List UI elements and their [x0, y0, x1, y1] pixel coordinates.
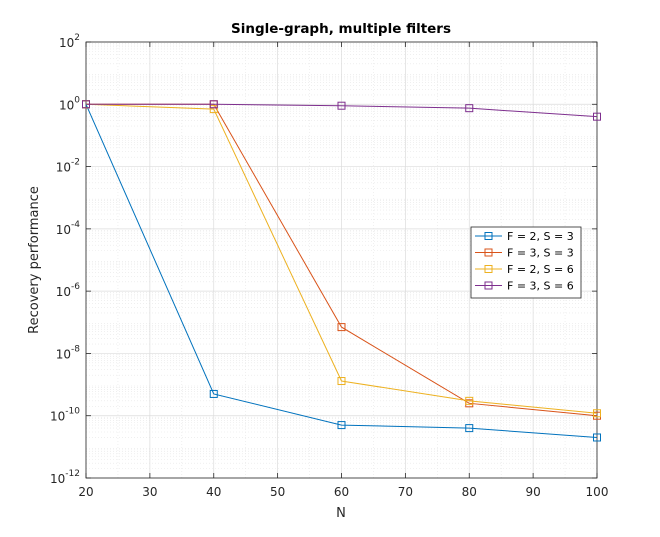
y-tick-labels: 10-12 10-10 10-8 10-6 10-4 10-2 100 102 — [50, 33, 80, 486]
y-tick-label: 10-6 — [56, 282, 81, 299]
legend-item[interactable]: F = 2, S = 6 — [475, 263, 574, 276]
legend-item[interactable]: F = 2, S = 3 — [475, 230, 574, 243]
y-tick-label: 100 — [59, 95, 80, 112]
series-layer — [82, 100, 601, 442]
data-point-marker — [337, 323, 346, 332]
y-tick-label: 10-2 — [56, 158, 80, 175]
legend-label: F = 2, S = 3 — [507, 230, 574, 243]
y-tick-label: 10-10 — [50, 407, 80, 424]
x-tick-label: 50 — [270, 485, 285, 499]
x-tick-label: 90 — [525, 485, 540, 499]
legend-marker — [484, 232, 493, 240]
x-tick-label: 100 — [586, 485, 609, 499]
series-line — [86, 103, 598, 118]
data-point-marker — [593, 112, 601, 121]
legend-marker — [484, 265, 493, 273]
data-point-marker — [465, 104, 474, 113]
legend-label: F = 3, S = 6 — [507, 280, 574, 293]
data-point-marker — [593, 409, 601, 418]
legend-label: F = 2, S = 6 — [507, 263, 574, 276]
series-line — [85, 104, 598, 438]
data-point-marker — [209, 389, 218, 398]
y-tick-label: 10-4 — [56, 220, 81, 237]
y-tick-label: 10-12 — [50, 469, 80, 486]
legend-marker — [484, 281, 493, 290]
data-point-marker — [82, 100, 90, 109]
y-tick-label: 10-8 — [56, 344, 81, 361]
x-tick-label: 60 — [334, 485, 349, 499]
legend-marker — [484, 248, 493, 257]
x-tick-label: 40 — [206, 485, 221, 499]
data-point-marker — [209, 105, 218, 114]
x-tick-labels: 20 30 40 50 60 70 80 90 100 — [78, 485, 608, 499]
chart-title: Single-graph, multiple filters — [231, 21, 451, 37]
x-axis-label: N — [336, 506, 346, 521]
data-point-marker — [209, 100, 218, 109]
y-axis-label: Recovery performance — [27, 186, 42, 334]
legend-item[interactable]: F = 3, S = 6 — [475, 280, 574, 293]
x-tick-label: 30 — [142, 485, 157, 499]
x-tick-label: 70 — [398, 485, 413, 499]
data-point-marker — [465, 424, 474, 433]
series-1 — [82, 100, 601, 442]
x-tick-label: 20 — [78, 485, 93, 499]
series-line — [85, 103, 598, 414]
data-point-marker — [465, 396, 474, 405]
data-point-marker — [337, 101, 346, 110]
data-point-marker — [337, 421, 346, 430]
data-point-marker — [337, 377, 346, 386]
series-4 — [82, 100, 601, 121]
x-tick-label: 80 — [462, 485, 477, 499]
data-point-marker — [593, 433, 601, 442]
legend-label: F = 3, S = 3 — [507, 247, 574, 260]
legend-item[interactable]: F = 3, S = 3 — [475, 247, 574, 260]
legend-box — [470, 226, 582, 299]
y-tick-label: 102 — [59, 33, 80, 50]
legend[interactable]: F = 2, S = 3 F = 3, S = 3 F = 2, S = 6 F = … — [470, 226, 582, 299]
